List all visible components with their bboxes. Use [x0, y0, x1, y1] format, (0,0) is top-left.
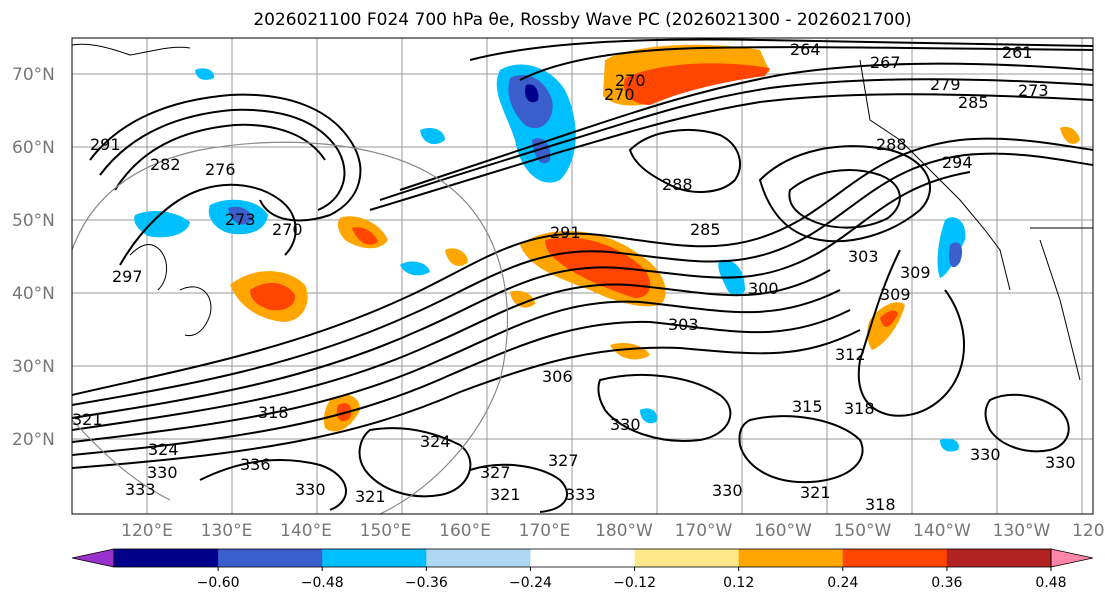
contour-label: 318 — [844, 399, 875, 418]
contour-label: 303 — [668, 315, 699, 334]
contour-label: 303 — [848, 247, 879, 266]
contour-label: 273 — [225, 210, 256, 229]
latitude-label: 30°N — [12, 357, 55, 377]
contour-label: 288 — [662, 175, 693, 194]
colorbar-tick-label: 0.36 — [931, 575, 962, 591]
contour-label: 330 — [295, 480, 326, 499]
contour-label: 279 — [930, 75, 961, 94]
contour-label: 309 — [900, 263, 931, 282]
contour-label: 333 — [565, 485, 596, 504]
contour-label: 330 — [1045, 453, 1076, 472]
contour-label: 291 — [90, 135, 121, 154]
colorbar-bin — [530, 549, 636, 567]
longitude-label: 140°E — [280, 521, 332, 541]
latitude-label: 20°N — [12, 430, 55, 450]
latitude-label: 60°N — [12, 138, 55, 158]
longitude-label: 120°E — [121, 521, 173, 541]
contour-label: 270 — [604, 85, 635, 104]
colorbar-tick-label: −0.60 — [197, 575, 240, 591]
contour-label: 276 — [205, 160, 236, 179]
longitude-label: 150°W — [834, 521, 892, 541]
latitude-labels: 70°N 60°N 50°N 40°N 30°N 20°N — [12, 65, 55, 450]
contour-label: 294 — [942, 153, 973, 172]
contour-label: 264 — [790, 40, 821, 59]
longitude-label: 130°E — [201, 521, 253, 541]
longitude-label: 130°W — [993, 521, 1051, 541]
contour-label: 291 — [550, 223, 581, 242]
page-title: 2026021100 F024 700 hPa θe, Rossby Wave … — [253, 10, 912, 30]
colorbar-bin — [738, 549, 844, 567]
contour-label: 285 — [958, 93, 989, 112]
contour-label: 261 — [1002, 43, 1033, 62]
contour-label: 330 — [147, 463, 178, 482]
contour-label: 330 — [610, 415, 641, 434]
great-circle-arc — [72, 141, 509, 514]
contour-label: 315 — [792, 397, 823, 416]
contour-label: 270 — [272, 220, 303, 239]
colorbar-bin — [634, 549, 740, 567]
contour-label: 321 — [72, 410, 103, 429]
gridlines — [72, 38, 1093, 514]
contour-label: 273 — [1018, 81, 1049, 100]
longitude-label: 160°W — [754, 521, 812, 541]
latitude-label: 50°N — [12, 211, 55, 231]
map-frame — [71, 37, 1094, 515]
latitude-label: 70°N — [12, 65, 55, 85]
contour-label: 312 — [835, 345, 866, 364]
longitude-label: 160°E — [439, 521, 491, 541]
colorbar-bin — [114, 549, 219, 567]
colorbar-bin — [322, 549, 427, 567]
longitude-label: 120°W — [1072, 521, 1105, 541]
colorbar-tick-label: 0.24 — [827, 575, 858, 591]
contour-label: 297 — [112, 267, 143, 286]
longitude-label: 180°W — [595, 521, 653, 541]
longitude-labels: 120°E 130°E 140°E 150°E 160°E 170°E 180°… — [121, 521, 1105, 541]
contour-label: 321 — [490, 485, 521, 504]
colorbar-extend-high — [1050, 548, 1094, 568]
contour-label: 327 — [480, 463, 511, 482]
contour-label: 321 — [355, 487, 386, 506]
colorbar-tick-label: 0.12 — [723, 575, 754, 591]
contour-label: 306 — [542, 367, 573, 386]
contour-label: 324 — [148, 440, 179, 459]
contour-label: 336 — [240, 455, 271, 474]
colorbar-bin — [946, 549, 1052, 567]
longitude-label: 140°W — [913, 521, 971, 541]
longitude-label: 150°E — [360, 521, 412, 541]
colorbar-bin — [842, 549, 948, 567]
colorbar-tick-label: −0.48 — [301, 575, 344, 591]
longitude-label: 170°E — [519, 521, 571, 541]
contour-label: 288 — [876, 135, 907, 154]
colorbar-tick-label: −0.12 — [613, 575, 656, 591]
coastlines — [72, 43, 1093, 381]
colorbar-tick-label: −0.36 — [405, 575, 448, 591]
contour-label: 282 — [150, 155, 181, 174]
latitude-label: 40°N — [12, 284, 55, 304]
contour-label: 285 — [690, 220, 721, 239]
contour-label: 318 — [258, 403, 289, 422]
contour-label: 330 — [712, 481, 743, 500]
contour-label: 318 — [865, 495, 896, 514]
colorbar-outline — [113, 548, 1052, 568]
contour-label: 324 — [420, 432, 451, 451]
contour-label: 270 — [615, 71, 646, 90]
contour-labels: 264 261 267 270 270 279 285 273 291 282 … — [72, 40, 1076, 514]
contour-label: 330 — [970, 445, 1001, 464]
contour-label: 327 — [548, 451, 579, 470]
contour-label: 309 — [880, 285, 911, 304]
colorbar-tick-label: −0.24 — [509, 575, 552, 591]
colorbar: −0.60 −0.48 −0.36 −0.24 −0.12 0.12 0.24 0.36 0.4… — [71, 548, 1094, 591]
longitude-label: 170°W — [675, 521, 733, 541]
colorbar-bin — [218, 549, 323, 567]
contour-label: 300 — [748, 279, 779, 298]
theta-e-contours — [72, 38, 1093, 513]
contour-label: 267 — [870, 53, 901, 72]
contour-label: 333 — [125, 480, 156, 499]
colorbar-extend-low — [71, 548, 115, 568]
contour-label: 321 — [800, 483, 831, 502]
colorbar-bin — [426, 549, 531, 567]
colorbar-tick-label: 0.48 — [1035, 575, 1066, 591]
